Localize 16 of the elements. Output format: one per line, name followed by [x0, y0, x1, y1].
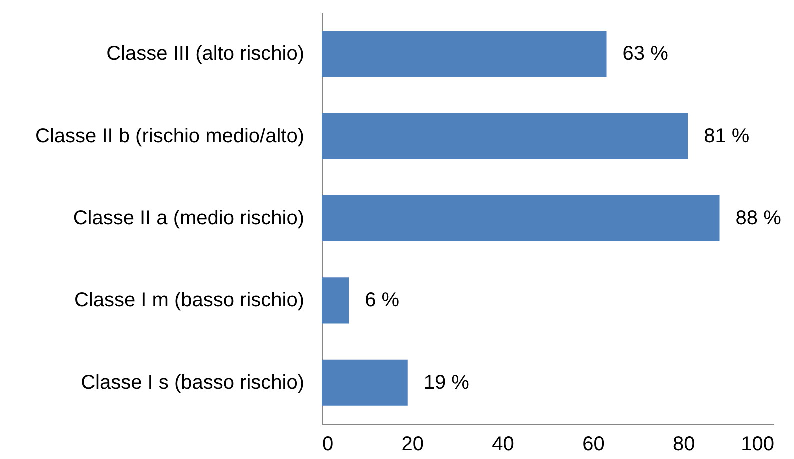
x-tick-label: 20 [402, 434, 424, 456]
y-tick-label: Classe III (alto rischio) [106, 43, 304, 66]
data-label: 6 % [365, 290, 400, 312]
y-tick-label: Classe II a (medio rischio) [73, 208, 304, 230]
x-tick-label: 80 [672, 434, 696, 456]
x-tick-label: 60 [582, 434, 605, 456]
data-label: 19 % [424, 372, 470, 394]
data-label: 63 % [622, 43, 669, 66]
data-label: 81 % [704, 125, 750, 148]
x-tick-label: 0 [322, 434, 334, 456]
y-tick-label: Classe I s (basso rischio) [81, 372, 304, 394]
x-tick-label: 40 [492, 434, 514, 456]
data-label: 88 % [736, 208, 782, 230]
y-tick-label: Classe I m (basso rischio) [74, 290, 304, 312]
y-tick-label: Classe II b (rischio medio/alto) [36, 125, 304, 148]
x-tick-label: 100 [741, 434, 774, 456]
